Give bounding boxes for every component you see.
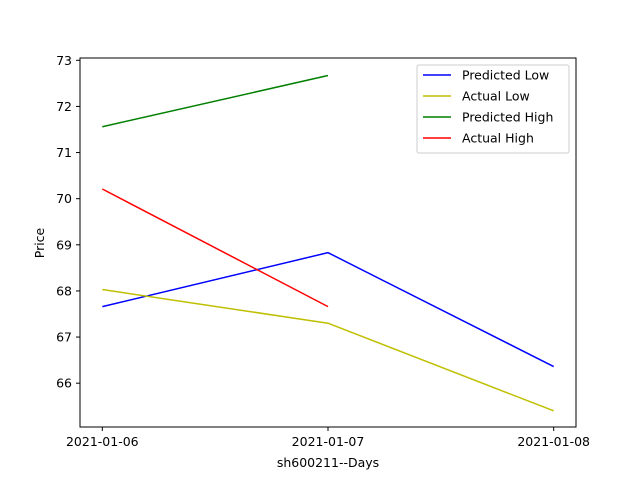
y-tick-label: 67 [56, 330, 72, 345]
legend-label-predicted-high: Predicted High [462, 110, 553, 125]
series-line-predicted-low [102, 251, 555, 368]
y-axis: 66 67 68 69 70 71 72 73 [56, 53, 80, 391]
series-line-actual-low [102, 288, 554, 412]
x-tick-label: 2021-01-07 [292, 434, 365, 449]
x-axis: 2021-01-06 2021-01-07 2021-01-08 [66, 427, 590, 449]
y-tick-label: 68 [56, 283, 72, 298]
y-tick-label: 69 [56, 237, 72, 252]
y-tick-label: 71 [56, 145, 72, 160]
legend-label-actual-low: Actual Low [462, 89, 530, 104]
y-tick-label: 73 [56, 53, 72, 68]
series-layer [101, 74, 555, 412]
series-line-actual-high [101, 188, 329, 308]
series-line-predicted-high [102, 74, 329, 128]
legend-label-actual-high: Actual High [462, 131, 534, 146]
x-tick-label: 2021-01-08 [517, 434, 590, 449]
x-axis-label: sh600211--Days [277, 455, 379, 470]
x-tick-label: 2021-01-06 [66, 434, 139, 449]
y-axis-label: Price [32, 227, 47, 258]
legend-box [416, 64, 570, 154]
legend-label-predicted-low: Predicted Low [462, 68, 549, 83]
y-tick-label: 66 [56, 376, 72, 391]
legend: Predicted Low Actual Low Predicted High Act… [416, 64, 570, 154]
y-tick-label: 70 [56, 191, 72, 206]
y-tick-label: 72 [56, 99, 72, 114]
